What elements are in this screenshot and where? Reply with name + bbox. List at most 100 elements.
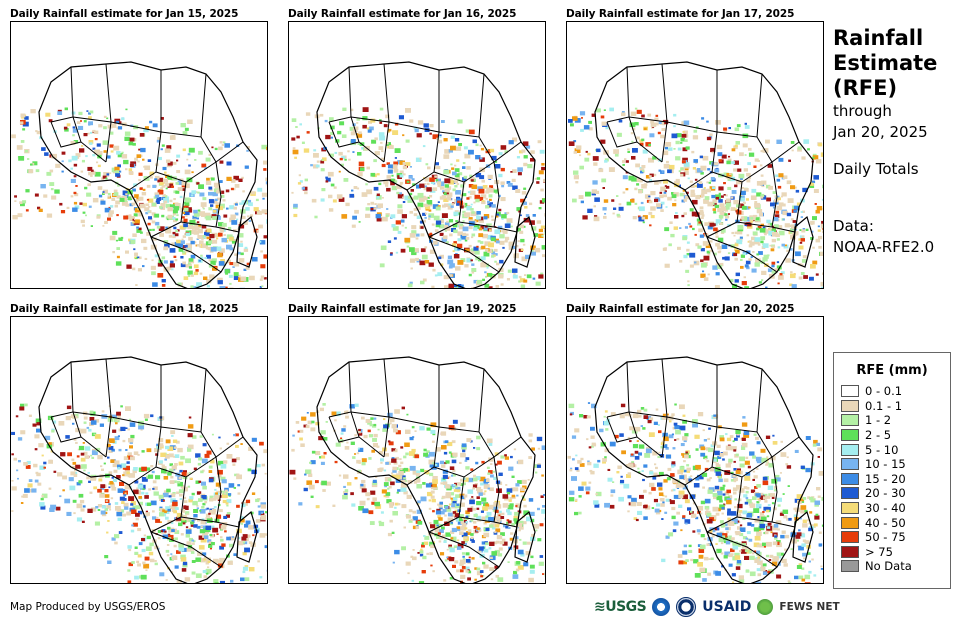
legend-label: 2 - 5 [865,428,892,443]
country-border [666,365,718,428]
panel-title: Daily Rainfall estimate for Jan 17, 2025 [566,8,795,20]
country-border [661,121,668,163]
rainfall-map [10,316,268,584]
country-border [383,416,390,458]
map-canvas [289,356,545,583]
panel-title: Daily Rainfall estimate for Jan 20, 2025 [566,303,795,315]
panel-title: Daily Rainfall estimate for Jan 15, 2025 [10,8,239,20]
legend-swatch [841,516,859,529]
country-border [493,456,500,523]
legend-swatch [841,560,859,573]
legend-label: 0 - 0.1 [865,384,903,399]
legend-swatch [841,399,859,412]
legend-item: 0.1 - 1 [841,399,950,414]
country-border [215,161,222,228]
map-credit: Map Produced by USGS/EROS [10,601,166,613]
rainfall-field [289,403,545,583]
legend-label: 5 - 10 [865,442,899,457]
usaid-logo: USAID [702,599,752,615]
madagascar-outline [514,510,536,563]
country-border [606,361,630,418]
country-border [606,66,630,123]
country-border [493,161,500,228]
map-canvas [568,61,823,288]
africa-coastline [594,356,814,583]
rainfall-field [291,107,545,288]
country-border [328,66,352,123]
fews-net-logo: FEWS NET [779,601,840,613]
rainfall-field [11,107,267,288]
panel-title: Daily Rainfall estimate for Jan 18, 2025 [10,303,239,315]
country-border [160,368,207,433]
side-daily-totals: Daily Totals [833,160,919,178]
legend-item: 20 - 30 [841,486,950,501]
country-border [716,368,763,433]
legend-item: 50 - 75 [841,530,950,545]
rainfall-field [11,403,267,583]
country-border [428,236,500,273]
country-border [666,70,718,133]
legend-swatch [841,472,859,485]
africa-coastline [38,356,258,583]
legend-item: 0 - 0.1 [841,384,950,399]
country-border [606,121,638,148]
rainfall-map [566,21,824,289]
legend-title: RFE (mm) [856,363,928,378]
country-border [50,416,82,443]
side-through: through [833,102,892,120]
usgs-logo: ≋USGS [594,599,647,615]
country-border [50,121,82,148]
legend-label: 10 - 15 [865,457,906,472]
usaid-seal-icon [676,597,697,617]
legend-item: 1 - 2 [841,413,950,428]
country-border [388,70,440,133]
legend-item: 2 - 5 [841,428,950,443]
legend-item: No Data [841,559,950,574]
fews-globe-icon [757,599,774,615]
noaa-logo-icon [652,598,671,616]
legend-label: 40 - 50 [865,515,906,530]
rainfall-field [567,402,823,583]
legend-swatch [841,545,859,558]
legend-swatch [841,414,859,427]
legend-label: 50 - 75 [865,530,906,545]
side-description: Rainfall Estimate (RFE) through Jan 20, … [833,26,968,258]
legend-label: 30 - 40 [865,501,906,516]
map-canvas [567,356,823,583]
country-border [328,121,360,148]
country-border [328,416,360,443]
side-date: Jan 20, 2025 [833,123,928,141]
country-border [350,116,385,163]
country-border [706,236,778,273]
legend-swatch [841,429,859,442]
legend-item: 40 - 50 [841,515,950,530]
legend-swatch [841,443,859,456]
legend-swatch [841,385,859,398]
partner-logos: ≋USGS USAID FEWS NET [594,597,840,617]
panel-title: Daily Rainfall estimate for Jan 19, 2025 [288,303,517,315]
africa-coastline [316,356,536,583]
country-border [388,365,440,428]
country-border [428,531,500,568]
side-title-line: Rainfall [833,26,924,50]
side-title-line: (RFE) [833,76,898,100]
legend-label: 0.1 - 1 [865,398,903,413]
country-border [438,73,485,138]
country-border [150,531,222,568]
rainfall-map [10,21,268,289]
country-border [350,358,390,418]
country-border [105,121,112,163]
country-border [160,73,207,138]
rainfall-map [566,316,824,584]
country-border [383,121,390,163]
legend-item: 5 - 10 [841,442,950,457]
legend-swatch [841,458,859,471]
africa-coastline [316,61,536,288]
legend-label: 15 - 20 [865,471,906,486]
legend-label: 20 - 30 [865,486,906,501]
country-border [771,456,778,523]
country-border [771,161,778,228]
map-canvas [11,356,267,583]
legend-swatch [841,487,859,500]
panel-title: Daily Rainfall estimate for Jan 16, 2025 [288,8,517,20]
